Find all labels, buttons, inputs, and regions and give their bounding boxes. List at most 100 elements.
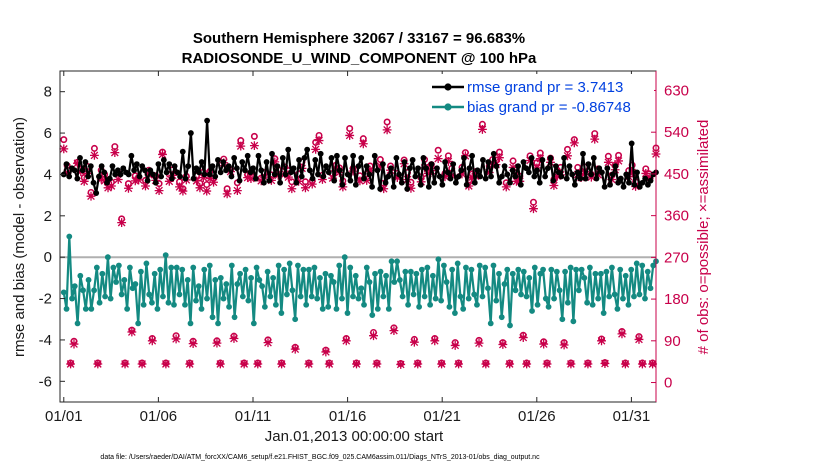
rmse-point — [293, 179, 300, 186]
bias-point — [160, 293, 166, 300]
bias-point — [501, 281, 508, 287]
bias-point — [96, 299, 103, 306]
bias-point — [248, 274, 254, 281]
bias-point — [639, 262, 646, 269]
bias-point — [228, 262, 235, 269]
bias-point — [468, 266, 475, 273]
rmse-point — [266, 177, 273, 184]
bias-point — [628, 266, 635, 273]
bias-point — [322, 270, 329, 277]
rmse-point — [436, 173, 443, 180]
rmse-point — [217, 169, 224, 176]
bias-point — [168, 264, 175, 271]
rmse-point — [423, 165, 430, 172]
bias-point — [325, 303, 332, 310]
obs-assimilated-point — [93, 359, 103, 369]
rmse-point — [96, 173, 102, 180]
bias-point — [201, 266, 208, 273]
rmse-point — [231, 154, 238, 161]
rmse-point — [431, 179, 438, 186]
bias-point — [140, 301, 147, 308]
rmse-point — [571, 181, 578, 188]
bias-point — [179, 266, 186, 273]
rmse-point — [309, 175, 316, 182]
bias-point — [209, 314, 216, 321]
rmse-point — [409, 157, 416, 163]
obs-assimilated-point — [62, 168, 72, 178]
bias-point — [176, 291, 183, 298]
obs-assimilated-point — [236, 141, 246, 151]
bias-point — [526, 274, 533, 281]
obs-assimilated-point — [164, 176, 174, 186]
bias-point — [319, 306, 326, 312]
obs-assimilated-point — [277, 359, 287, 369]
rmse-point — [550, 177, 557, 184]
legend-bias-label: bias grand pr = -0.86748 — [467, 99, 631, 116]
left-axis-ticks: 8 6 4 2 0 -2 -4 -6 — [39, 84, 65, 390]
y-right-tick-label: 180 — [664, 291, 689, 308]
bias-point — [432, 295, 439, 302]
rmse-point — [296, 157, 302, 163]
obs-assimilated-point — [648, 359, 658, 369]
rmse-point — [66, 173, 73, 180]
y-left-tick-label: 0 — [44, 249, 52, 266]
rmse-point — [593, 175, 600, 182]
bias-point — [146, 291, 153, 298]
bias-point — [239, 293, 246, 300]
rmse-point — [87, 163, 94, 170]
bias-point — [261, 303, 268, 310]
bias-point — [446, 303, 453, 310]
bias-point — [443, 279, 450, 285]
x-axis-label: Jan.01,2013 00:00:00 start — [265, 428, 444, 445]
obs-assimilated-point — [256, 176, 266, 186]
rmse-point — [412, 173, 419, 180]
rmse-point — [236, 177, 243, 184]
obs-assimilated-point — [467, 172, 477, 182]
rmse-point — [631, 181, 638, 188]
rmse-point — [528, 154, 535, 161]
bias-point — [292, 316, 299, 323]
bias-point — [226, 303, 232, 310]
bias-point — [620, 295, 626, 302]
bias-point — [465, 295, 472, 302]
rmse-point — [142, 167, 148, 174]
bias-point — [545, 303, 552, 310]
bias-point — [493, 297, 500, 304]
rmse-point — [620, 183, 627, 190]
rmse-point — [190, 175, 197, 182]
obs-assimilated-point — [389, 326, 399, 336]
bias-point — [399, 293, 406, 300]
rmse-point — [555, 169, 562, 176]
rmse-point — [334, 152, 340, 159]
bias-point — [256, 277, 263, 283]
obs-assimilated-point — [345, 131, 355, 140]
bias-point — [336, 262, 343, 269]
rmse-point — [155, 161, 162, 167]
rmse-point — [204, 117, 211, 124]
rmse-point — [493, 163, 500, 170]
bias-point — [132, 281, 139, 287]
rmse-point — [325, 169, 332, 176]
bias-point — [410, 291, 417, 298]
rmse-point — [347, 177, 354, 184]
bias-point — [457, 293, 464, 300]
y-left-tick-label: -4 — [39, 332, 52, 349]
rmse-point — [385, 173, 392, 180]
rmse-point — [526, 169, 532, 176]
rmse-point — [228, 173, 235, 180]
rmse-point — [350, 152, 357, 159]
rmse-point — [596, 165, 603, 172]
bias-point — [143, 260, 150, 267]
y-right-tick-label: 540 — [664, 124, 689, 141]
series-marker-layer — [60, 117, 659, 329]
rmse-point — [539, 157, 546, 163]
bias-point — [391, 279, 398, 285]
rmse-point — [209, 163, 216, 170]
obs-assimilated-point — [474, 338, 484, 348]
rmse-point — [377, 186, 384, 192]
obs-assimilated-point — [103, 183, 113, 193]
bias-point — [383, 272, 389, 279]
bias-point — [217, 274, 224, 281]
obs-assimilated-point — [307, 179, 317, 189]
rmse-point — [531, 173, 538, 180]
